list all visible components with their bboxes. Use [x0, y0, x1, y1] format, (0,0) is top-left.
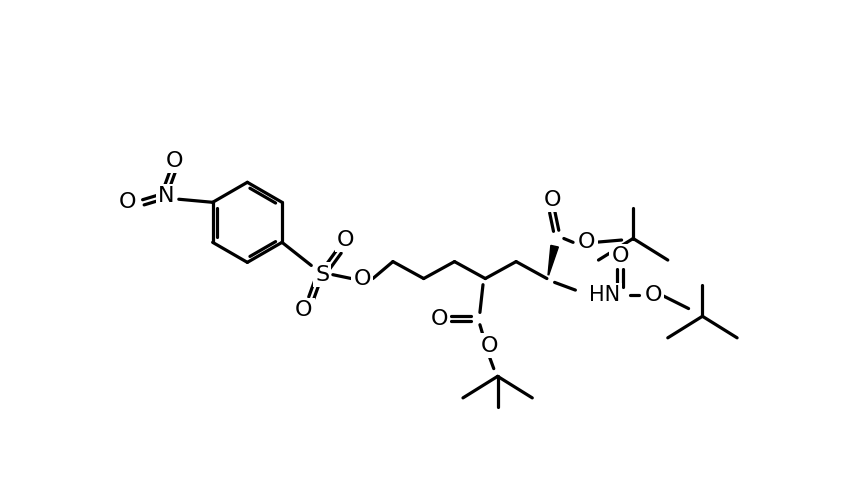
Text: O: O: [337, 230, 355, 250]
Text: O: O: [119, 192, 137, 212]
Text: HN: HN: [589, 285, 620, 305]
Text: S: S: [315, 265, 329, 285]
Text: O: O: [543, 190, 561, 210]
Polygon shape: [548, 245, 559, 275]
Text: O: O: [481, 335, 499, 356]
Text: O: O: [431, 309, 448, 329]
Text: O: O: [644, 285, 662, 305]
Text: O: O: [354, 269, 371, 289]
Text: N: N: [158, 186, 175, 206]
Text: O: O: [295, 300, 312, 320]
Text: O: O: [165, 151, 183, 171]
Text: O: O: [612, 246, 629, 266]
Text: O: O: [578, 232, 596, 252]
